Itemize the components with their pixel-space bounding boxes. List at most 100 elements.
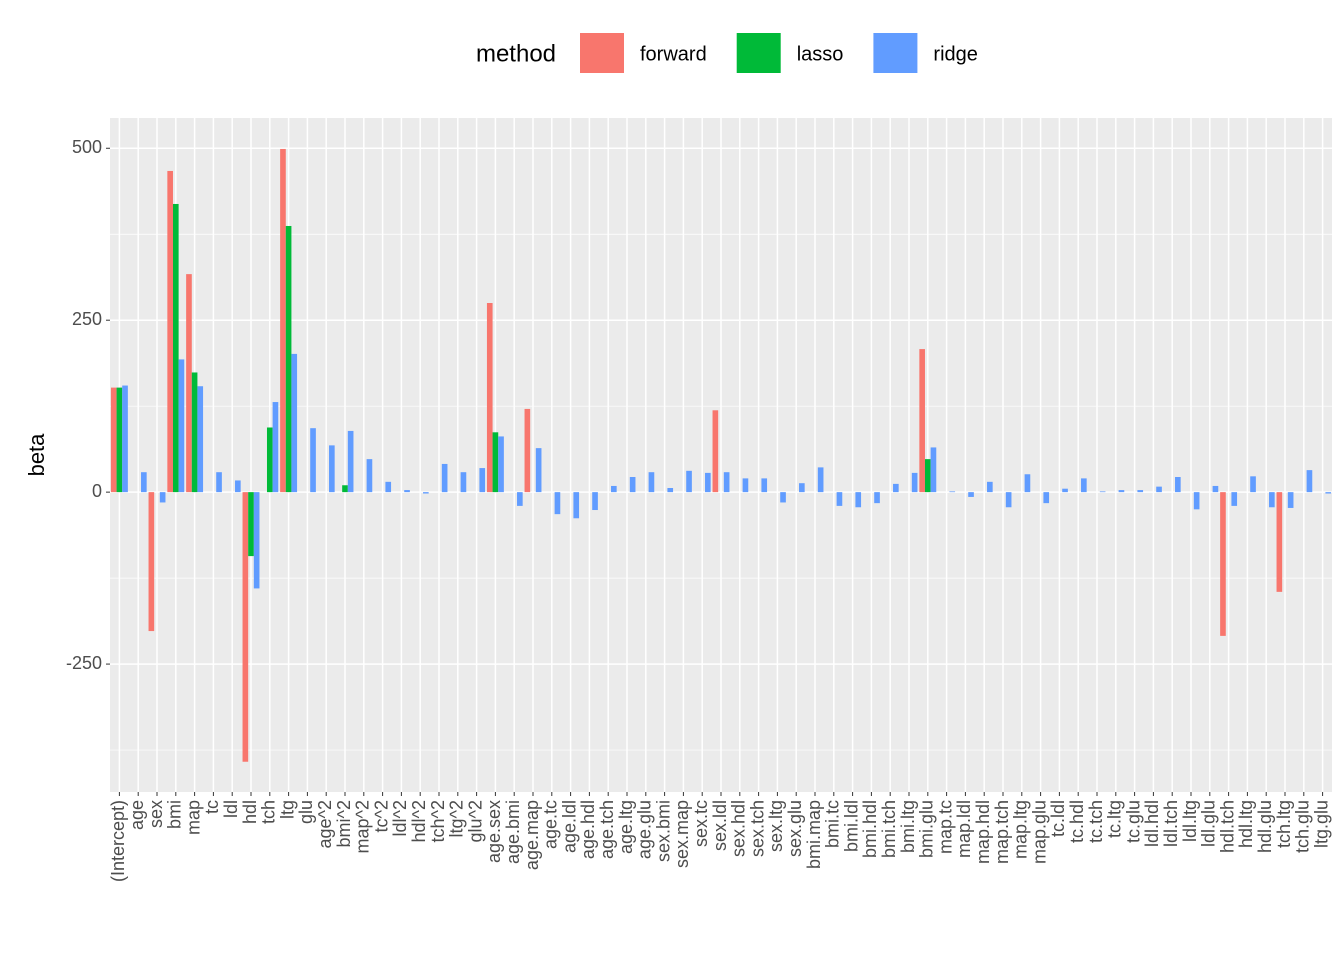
bar xyxy=(1325,492,1332,494)
bar xyxy=(366,459,373,493)
bar xyxy=(799,483,805,493)
legend-label: lasso xyxy=(797,43,844,65)
bar xyxy=(629,477,636,493)
bar xyxy=(1193,492,1200,510)
bar xyxy=(686,470,692,493)
bar xyxy=(235,480,241,493)
bar xyxy=(667,488,674,493)
x-tick-label: sex.ldl xyxy=(710,800,730,851)
x-tick-label: bmi.tc xyxy=(823,800,843,848)
x-tick-label: tch.ltg xyxy=(1274,800,1294,848)
x-tick-label: tch^2 xyxy=(428,800,448,842)
x-tick-label: tc.hdl xyxy=(1067,800,1087,843)
bar xyxy=(498,436,504,493)
bar xyxy=(1250,476,1256,493)
bar xyxy=(197,386,204,493)
x-tick-label: hdl.ltg xyxy=(1236,800,1256,848)
bar xyxy=(874,492,880,504)
x-tick-label: sex.glu xyxy=(785,800,805,857)
x-tick-label: bmi.tch xyxy=(879,800,899,858)
bar xyxy=(611,485,617,493)
legend-label: forward xyxy=(640,43,707,65)
x-tick-label: glu xyxy=(296,800,316,824)
x-tick-label: sex.tch xyxy=(747,800,767,857)
bar xyxy=(1005,492,1012,508)
bar xyxy=(272,402,279,493)
x-tick-label: bmi.glu xyxy=(917,800,937,858)
x-tick-label: bmi.ltg xyxy=(898,800,918,853)
legend-key xyxy=(873,33,918,73)
bar xyxy=(1024,474,1031,493)
x-tick-label: map.tch xyxy=(992,800,1012,864)
bar xyxy=(1062,488,1068,493)
bar xyxy=(723,472,730,493)
x-tick-label: age xyxy=(127,800,147,830)
x-tick-label: tc^2 xyxy=(371,800,391,832)
bar xyxy=(291,353,298,493)
bar xyxy=(347,430,354,493)
bar xyxy=(285,225,292,493)
bar xyxy=(172,203,179,493)
x-tick-label: bmi.ldl xyxy=(841,800,861,852)
bar xyxy=(385,481,392,493)
bar xyxy=(116,387,123,493)
x-tick-label: ltg xyxy=(277,800,297,819)
bar xyxy=(492,432,499,493)
bar xyxy=(1081,478,1087,493)
x-tick-label: tch.glu xyxy=(1293,800,1313,853)
bar xyxy=(329,445,335,493)
x-tick-label: ldl^2 xyxy=(390,800,410,836)
x-tick-label: tc.tch xyxy=(1086,800,1106,843)
bar xyxy=(573,492,580,519)
bar xyxy=(479,468,486,493)
x-tick-label: hdl xyxy=(240,800,260,824)
bar xyxy=(919,349,925,493)
x-tick-label: age.glu xyxy=(635,800,655,859)
bar xyxy=(167,170,173,493)
bar xyxy=(310,428,316,493)
x-tick-label: ltg.glu xyxy=(1311,800,1331,848)
bar xyxy=(178,359,185,493)
x-tick-label: age.tc xyxy=(541,800,561,849)
x-tick-label: sex.map xyxy=(672,800,692,868)
bar xyxy=(987,481,993,493)
bar xyxy=(1099,491,1106,493)
bar xyxy=(1220,492,1226,636)
bar xyxy=(742,478,749,493)
x-tick-label: map.hdl xyxy=(973,800,993,864)
bar xyxy=(248,492,254,557)
x-tick-label: age.ldl xyxy=(559,800,579,853)
bar xyxy=(1276,492,1283,592)
bar xyxy=(242,492,249,762)
x-tick-label: age.hdl xyxy=(578,800,598,859)
x-tick-label: map.glu xyxy=(1029,800,1049,864)
x-tick-label: age^2 xyxy=(315,800,335,849)
bar xyxy=(949,491,956,493)
x-tick-label: bmi xyxy=(165,800,185,829)
x-tick-label: sex.ltg xyxy=(766,800,786,852)
x-tick-label: map.ldl xyxy=(954,800,974,858)
bar xyxy=(110,387,117,493)
x-tick-label: age.bmi xyxy=(503,800,523,864)
x-tick-label: map xyxy=(183,800,203,835)
bar xyxy=(592,492,598,511)
x-tick-label: ldl.hdl xyxy=(1142,800,1162,847)
bar xyxy=(836,492,843,506)
x-tick-label: tc.ldl xyxy=(1048,800,1068,837)
bar xyxy=(924,459,931,493)
bar xyxy=(1231,492,1238,506)
x-tick-label: glu^2 xyxy=(465,800,485,842)
x-tick-label: hdl^2 xyxy=(409,800,429,842)
bar xyxy=(1269,492,1275,508)
bar xyxy=(280,148,286,493)
x-tick-label: (Intercept) xyxy=(108,800,128,882)
bar xyxy=(1306,470,1313,493)
x-tick-label: ldl.ltg xyxy=(1180,800,1200,842)
bar xyxy=(930,447,937,493)
bar xyxy=(1212,485,1219,493)
bar xyxy=(1156,486,1162,493)
bar xyxy=(648,472,655,493)
bar xyxy=(968,492,974,497)
bar xyxy=(554,492,561,515)
